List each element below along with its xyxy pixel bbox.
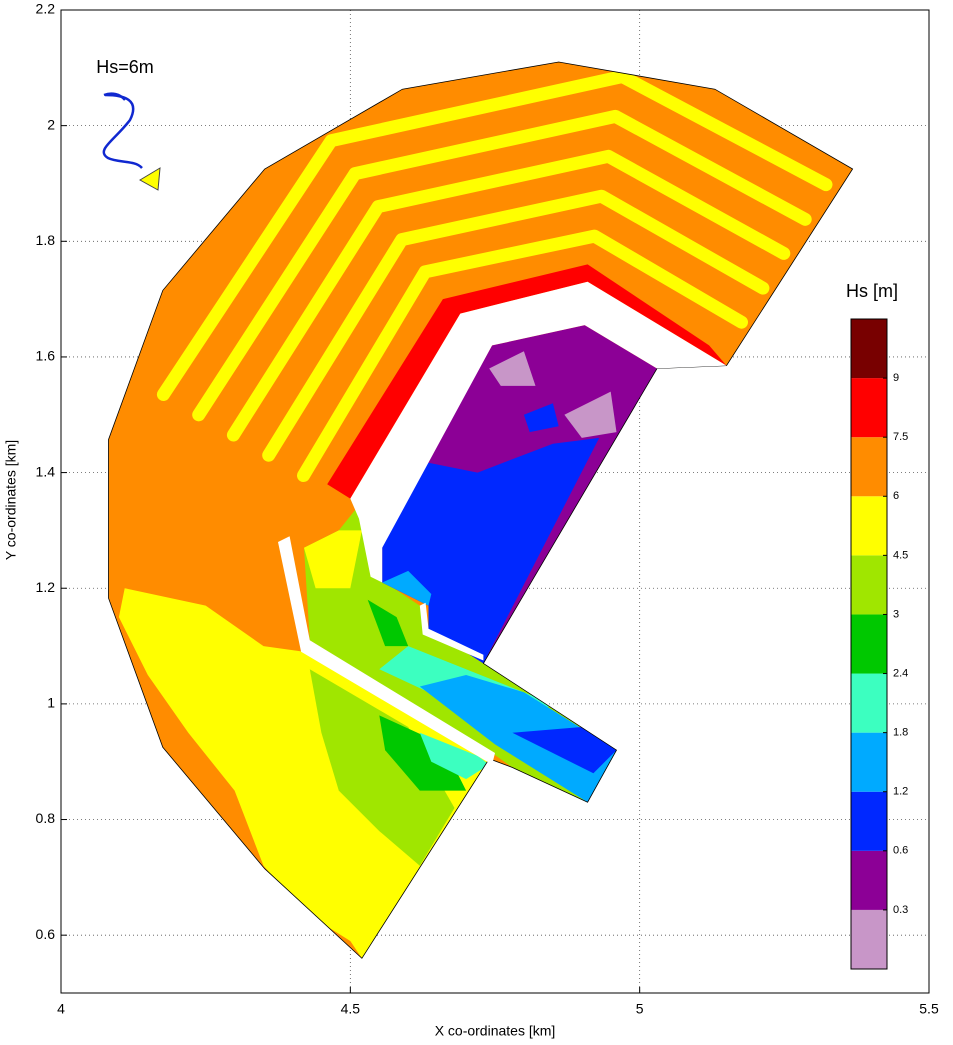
land: [350, 281, 727, 583]
colorbar-tick-label: 0.3: [893, 904, 908, 916]
contour-stripe: [192, 109, 812, 422]
y-tick-label: 1: [47, 695, 55, 711]
colorbar-tick-label: 3: [893, 608, 899, 620]
contour-region: [382, 437, 600, 664]
land: [419, 602, 484, 661]
colorbar-band: [851, 732, 887, 792]
y-tick-label: 0.8: [36, 810, 56, 826]
y-tick-label: 1.2: [36, 579, 56, 595]
colorbar-frame: [850, 318, 888, 970]
x-tick-label: 4: [57, 1001, 65, 1017]
contour-region: [309, 669, 455, 866]
contour-stripe: [262, 189, 770, 462]
colorbar-band: [851, 319, 887, 379]
y-axis-label: Y co-ordinates [km]: [3, 440, 19, 560]
plot-area: [60, 9, 930, 993]
colorbar-band: [851, 496, 887, 556]
colorbar-band: [851, 378, 887, 438]
colorbar-band: [851, 791, 887, 851]
contour-stripe: [156, 70, 833, 401]
x-tick-label: 4.5: [341, 1001, 361, 1017]
x-tick-label: 5: [636, 1001, 644, 1017]
axes-box: [60, 9, 930, 994]
contour-region: [564, 391, 617, 438]
colorbar-band: [851, 673, 887, 733]
contour-region: [419, 732, 490, 780]
contour-region: [118, 588, 493, 959]
y-tick-label: 2: [47, 116, 55, 132]
x-tick-label: 5.5: [919, 1001, 939, 1017]
land: [278, 536, 495, 765]
colorbar-band: [851, 555, 887, 615]
direction-icon: [102, 92, 161, 191]
colorbar-band: [851, 909, 887, 969]
colorbar-band: [851, 437, 887, 497]
contour-region: [382, 570, 432, 606]
colorbar-tick-label: 0.6: [893, 845, 908, 857]
contour-field: [108, 62, 853, 959]
contour-region: [419, 675, 617, 803]
colorbar-tick-label: 6: [893, 490, 899, 502]
contour-stripe: [297, 229, 748, 482]
colorbar-band: [851, 614, 887, 674]
colorbar-tick-label: 1.2: [893, 786, 908, 798]
domain-outline: [108, 61, 854, 959]
annotation: Hs=6m: [96, 57, 154, 77]
colorbar-band: [851, 850, 887, 910]
x-axis-label: X co-ordinates [km]: [435, 1023, 556, 1039]
colorbar-tick-label: 2.4: [893, 667, 908, 679]
contour-region: [304, 530, 362, 589]
y-tick-label: 1.6: [36, 348, 56, 364]
y-tick-label: 0.6: [36, 926, 56, 942]
contour-region: [327, 264, 727, 499]
y-tick-label: 1.8: [36, 232, 56, 248]
colorbar-tick-label: 4.5: [893, 549, 908, 561]
colorbar-tick-label: 9: [893, 372, 899, 384]
contour-region: [379, 715, 467, 791]
colorbar-tick-label: 1.8: [893, 727, 908, 739]
contour-region: [512, 727, 617, 774]
colorbar-title: Hs [m]: [846, 281, 898, 301]
contour-region: [489, 351, 536, 386]
colorbar-tick-label: 7.5: [893, 431, 908, 443]
y-tick-label: 2.2: [36, 1, 56, 17]
contour-stripe: [226, 149, 791, 442]
contour-region: [523, 403, 559, 433]
y-tick-label: 1.4: [36, 463, 56, 479]
contour-region: [367, 599, 409, 647]
